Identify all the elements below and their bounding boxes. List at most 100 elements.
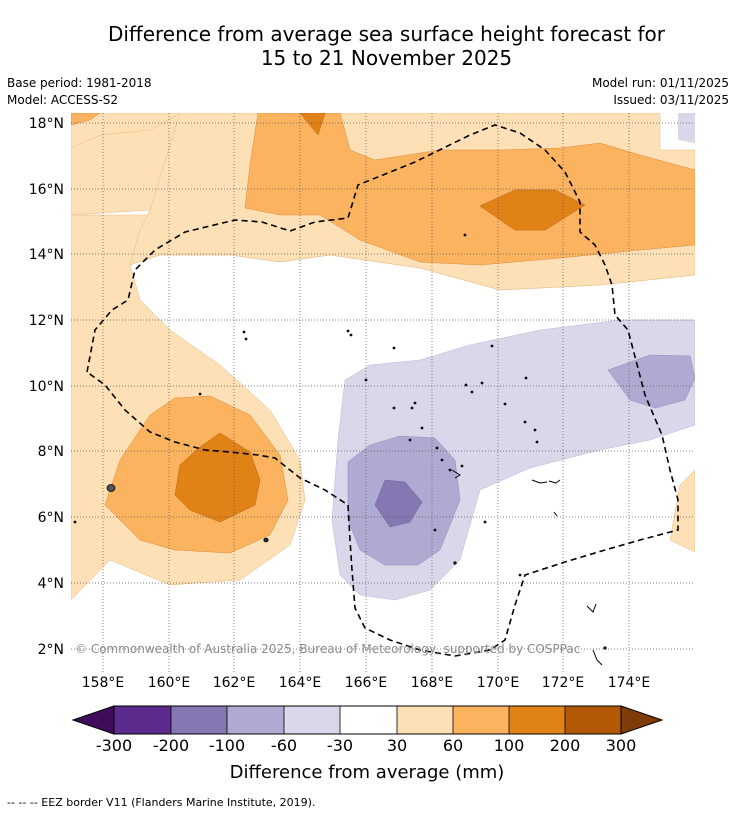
island bbox=[413, 401, 417, 405]
lat-label: 16°N bbox=[29, 182, 64, 198]
island bbox=[198, 392, 202, 396]
island bbox=[106, 484, 116, 492]
colorbar-title: Difference from average (mm) bbox=[230, 762, 505, 783]
atoll bbox=[531, 479, 548, 484]
gridlines bbox=[71, 113, 695, 672]
copyright-text: © Commonwealth of Australia 2025, Bureau… bbox=[75, 642, 580, 656]
lon-label: 174°E bbox=[608, 675, 651, 691]
island bbox=[518, 573, 522, 577]
colorbar-swatch bbox=[114, 706, 171, 734]
lon-label: 168°E bbox=[411, 675, 454, 691]
island bbox=[533, 428, 537, 432]
island bbox=[603, 646, 607, 650]
atoll bbox=[553, 511, 558, 517]
lon-label: 170°E bbox=[477, 675, 520, 691]
lat-label: 6°N bbox=[38, 510, 64, 526]
longitude-labels: 158°E 160°E 162°E 164°E 166°E 168°E 170°… bbox=[82, 675, 651, 691]
base-period: Base period: 1981-2018 bbox=[7, 76, 152, 90]
lat-label: 10°N bbox=[29, 379, 64, 395]
lat-label: 18°N bbox=[29, 116, 64, 132]
lat-label: 8°N bbox=[38, 444, 64, 460]
island bbox=[346, 329, 350, 333]
island bbox=[523, 420, 527, 424]
island bbox=[490, 344, 494, 348]
island bbox=[503, 402, 507, 406]
contour-30-60-top-left bbox=[71, 113, 181, 149]
island bbox=[460, 464, 464, 468]
colorbar-tick-label: 300 bbox=[606, 736, 637, 755]
lat-label: 2°N bbox=[38, 642, 64, 658]
island bbox=[524, 376, 528, 380]
contour-100-200-top bbox=[299, 113, 326, 136]
model-run: Model run: 01/11/2025 bbox=[591, 76, 729, 90]
eez-footnote: -- -- -- EEZ border V11 (Flanders Marine… bbox=[7, 796, 316, 809]
atoll bbox=[592, 649, 603, 666]
colorbar-tick-label: 100 bbox=[494, 736, 525, 755]
meta-right: Model run: 01/11/2025 Issued: 03/11/2025 bbox=[592, 75, 729, 109]
lat-label: 4°N bbox=[38, 576, 64, 592]
title-line-2: 15 to 21 November 2025 bbox=[260, 46, 513, 70]
island bbox=[464, 383, 468, 387]
meta-left: Base period: 1981-2018 Model: ACCESS-S2 bbox=[7, 75, 152, 109]
island bbox=[263, 537, 269, 543]
colorbar-tick-label: -60 bbox=[271, 736, 297, 755]
island bbox=[420, 426, 424, 430]
lat-label: 14°N bbox=[29, 247, 64, 263]
colorbar-tick-label: 60 bbox=[443, 736, 463, 755]
island bbox=[480, 381, 484, 385]
island bbox=[73, 520, 77, 524]
colorbar: -300 -200 -100 -60 -30 30 60 100 200 300… bbox=[71, 705, 664, 783]
colorbar-swatch bbox=[340, 706, 397, 734]
atoll bbox=[548, 479, 561, 484]
eez-border bbox=[86, 124, 679, 657]
colorbar-high-arrow bbox=[620, 705, 664, 735]
island bbox=[453, 561, 457, 565]
lat-label: 12°N bbox=[29, 313, 64, 329]
colorbar-swatch bbox=[397, 706, 453, 734]
islands bbox=[73, 233, 607, 650]
atoll-outlines bbox=[451, 469, 603, 666]
colorbar-tick-label: -200 bbox=[153, 736, 189, 755]
colorbar-tick-label: -300 bbox=[96, 736, 132, 755]
lon-label: 164°E bbox=[279, 675, 322, 691]
lon-label: 160°E bbox=[148, 675, 191, 691]
lon-label: 172°E bbox=[542, 675, 585, 691]
contour-100-200-west bbox=[174, 432, 261, 523]
latitude-labels: 18°N 16°N 14°N 12°N 10°N 8°N 6°N 4°N 2°N bbox=[29, 116, 64, 658]
island bbox=[440, 458, 444, 462]
colorbar-tick-label: -100 bbox=[209, 736, 245, 755]
island bbox=[408, 438, 412, 442]
colorbar-swatch bbox=[509, 706, 565, 734]
colorbar-swatch bbox=[453, 706, 509, 734]
contour-neg100-neg200 bbox=[374, 479, 423, 528]
map-plot: © Commonwealth of Australia 2025, Bureau… bbox=[71, 113, 695, 672]
lon-label: 158°E bbox=[82, 675, 125, 691]
atoll bbox=[586, 603, 597, 613]
colorbar-swatch bbox=[171, 706, 227, 734]
island bbox=[463, 233, 467, 237]
colorbar-tick-label: 30 bbox=[387, 736, 407, 755]
contour-30-60-east-edge bbox=[669, 469, 695, 553]
island bbox=[392, 406, 396, 410]
map-title: Difference from average sea surface heig… bbox=[0, 22, 736, 70]
island bbox=[470, 390, 474, 394]
island bbox=[410, 406, 414, 410]
model-name: Model: ACCESS-S2 bbox=[7, 93, 119, 107]
contour-neg30-neg60-top-right bbox=[678, 113, 695, 143]
island bbox=[349, 333, 353, 337]
island bbox=[364, 378, 368, 382]
colorbar-swatch bbox=[284, 706, 340, 734]
atoll bbox=[451, 469, 461, 479]
contour-neg60-neg100-east bbox=[607, 354, 695, 409]
contour-100-200-north bbox=[479, 189, 586, 231]
island bbox=[244, 337, 248, 341]
title-line-1: Difference from average sea surface heig… bbox=[107, 22, 666, 46]
island bbox=[433, 528, 437, 532]
colorbar-tick-label: 200 bbox=[550, 736, 581, 755]
island bbox=[483, 520, 487, 524]
contour-60-100-top-left bbox=[71, 113, 101, 126]
colorbar-tick-label: -30 bbox=[327, 736, 353, 755]
issued-date: Issued: 03/11/2025 bbox=[613, 93, 729, 107]
island bbox=[242, 330, 246, 334]
